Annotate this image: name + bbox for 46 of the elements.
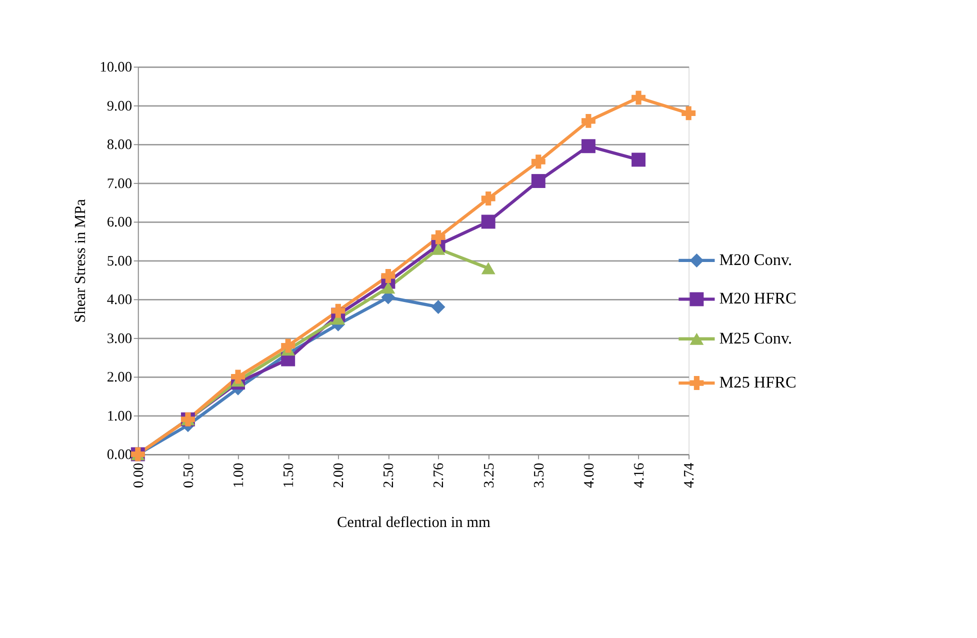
legend-label: M20 Conv. <box>719 250 792 269</box>
y-tick-label: 9.00 <box>106 98 132 114</box>
point <box>431 242 446 255</box>
y-axis-title: Shear Stress in MPa <box>72 198 90 323</box>
y-tick-label: 6.00 <box>106 214 132 231</box>
x-tick-label: 4.74 <box>682 462 698 488</box>
x-tick-label: 4.16 <box>631 462 648 488</box>
x-tick-label: 2.50 <box>381 462 398 488</box>
point <box>231 370 246 384</box>
point <box>531 154 546 169</box>
point <box>381 268 396 283</box>
x-tick-label: 3.50 <box>531 462 548 488</box>
point <box>682 106 696 120</box>
y-tick-label: 0.00 <box>106 447 132 464</box>
point <box>632 152 646 167</box>
legend-label: M25 Conv. <box>719 329 792 348</box>
legend-label: M20 HFRC <box>719 290 796 308</box>
point <box>331 304 346 318</box>
point <box>481 214 496 229</box>
point <box>632 90 646 105</box>
x-tick-label: 0.50 <box>180 462 197 488</box>
y-tick-label: 5.00 <box>106 253 132 270</box>
y-tick-label: 1.00 <box>106 408 132 424</box>
point <box>581 139 596 154</box>
y-tick-label: 3.00 <box>106 330 132 347</box>
legend-label: M25 HFRC <box>719 374 796 392</box>
x-tick-label: 4.00 <box>581 462 598 488</box>
point <box>531 174 546 188</box>
point <box>281 338 296 353</box>
point <box>431 230 446 244</box>
y-tick-label: 8.00 <box>106 137 132 154</box>
x-tick-label: 2.76 <box>431 462 448 488</box>
x-axis-title: Central deflection in mm <box>336 514 491 531</box>
point <box>431 300 446 314</box>
point <box>381 282 396 294</box>
point <box>481 262 496 274</box>
y-tick-label: 4.00 <box>106 292 132 308</box>
point <box>481 191 496 206</box>
y-tick-label: 2.00 <box>106 370 132 386</box>
point <box>581 114 596 128</box>
y-tick-label: 10.00 <box>100 60 132 76</box>
x-tick-label: 3.25 <box>481 462 498 488</box>
y-tick-label: 7.00 <box>106 176 132 192</box>
x-tick-label: 1.00 <box>230 462 247 488</box>
x-tick-label: 2.00 <box>331 462 348 488</box>
x-tick-label: 1.50 <box>281 462 298 488</box>
